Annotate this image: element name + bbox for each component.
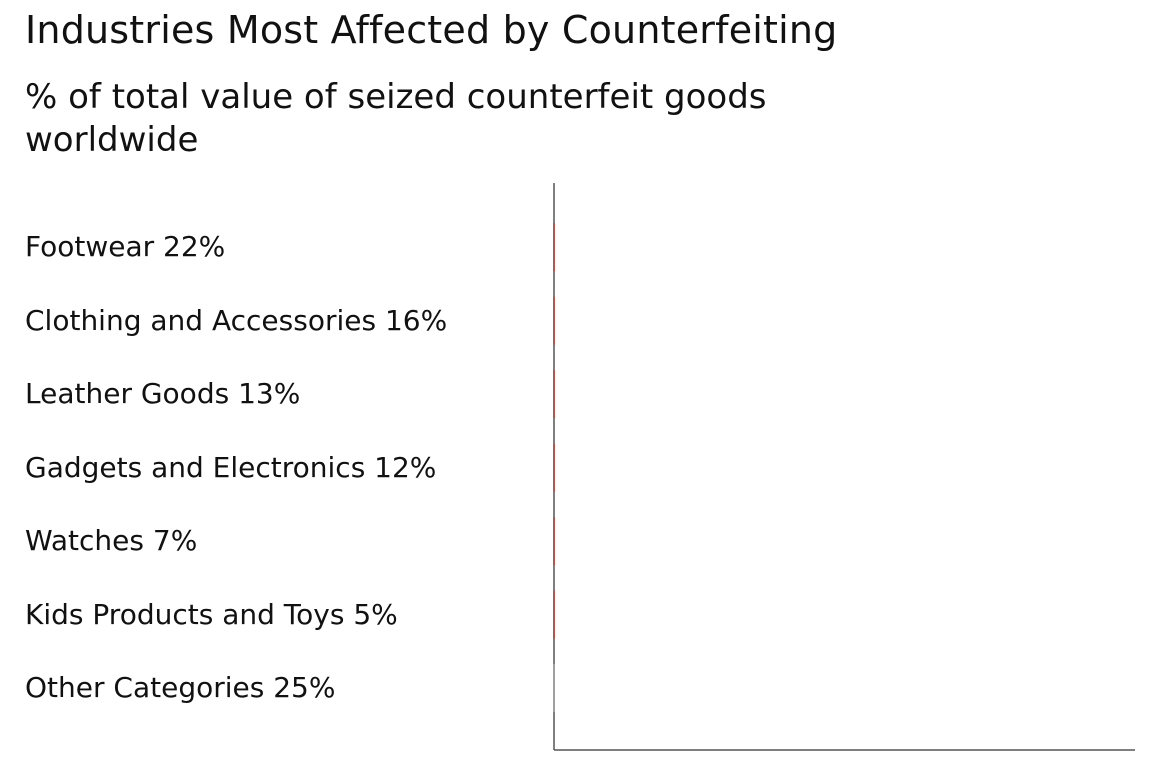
chart-subtitle: % of total value of seized counterfeit g… — [25, 77, 767, 160]
category-label: Kids Products and Toys 5% — [25, 597, 398, 631]
bar — [553, 443, 555, 492]
category-label: Other Categories 25% — [25, 671, 336, 704]
chart-title: Industries Most Affected by Counterfeiti… — [25, 8, 838, 52]
category-label: Clothing and Accessories 16% — [25, 303, 448, 337]
category-label: Leather Goods 13% — [25, 377, 301, 410]
bar — [553, 296, 555, 345]
bar — [553, 223, 555, 271]
bar — [553, 370, 555, 418]
bar — [553, 517, 555, 565]
category-label: Watches 7% — [25, 524, 198, 557]
bar — [553, 590, 555, 639]
category-label: Footwear 22% — [25, 230, 226, 263]
category-label: Gadgets and Electronics 12% — [25, 450, 437, 484]
bars-group — [553, 223, 555, 712]
bar — [553, 664, 555, 712]
